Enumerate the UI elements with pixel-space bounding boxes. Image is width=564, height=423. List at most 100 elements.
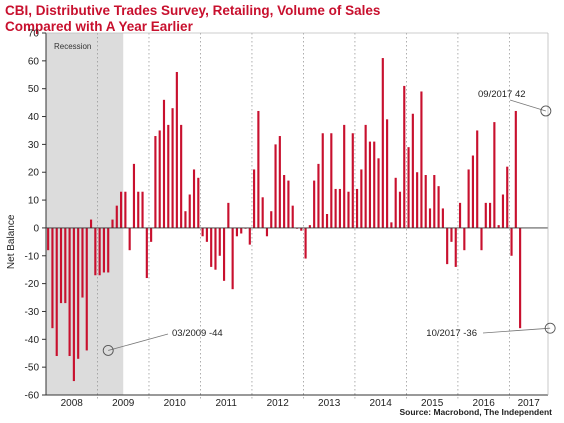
bar	[476, 130, 479, 228]
bar	[373, 141, 376, 228]
bar	[510, 227, 513, 256]
bar	[433, 175, 436, 228]
bar	[454, 227, 457, 267]
bar	[368, 141, 372, 228]
bar	[355, 188, 359, 228]
x-tick-label: 2015	[421, 398, 444, 409]
y-tick-label: 60	[28, 56, 40, 67]
bar	[111, 219, 114, 228]
bar	[201, 227, 204, 237]
bar	[458, 202, 462, 228]
bar	[334, 188, 337, 228]
bar	[403, 85, 406, 228]
x-tick-label: 2010	[164, 398, 187, 409]
bar	[150, 227, 153, 242]
bar	[94, 227, 97, 276]
bar	[480, 227, 483, 251]
bar	[270, 211, 273, 228]
bar	[484, 202, 487, 228]
bar	[180, 124, 183, 228]
bar	[377, 158, 380, 228]
y-axis-title: Net Balance	[6, 214, 17, 269]
bar	[141, 191, 144, 228]
bar	[205, 227, 208, 242]
bar	[338, 188, 341, 228]
recession-label: Recession	[54, 42, 91, 51]
x-tick-label: 2016	[473, 398, 496, 409]
bar	[364, 124, 367, 228]
bar	[59, 227, 63, 304]
bar	[450, 227, 453, 242]
bar	[120, 191, 123, 228]
annotation-marker	[102, 344, 114, 356]
x-tick-label: 2011	[215, 398, 237, 409]
bar	[347, 191, 350, 228]
bar	[214, 227, 217, 270]
bar	[386, 119, 389, 228]
annotation-leader	[482, 327, 551, 334]
bar	[489, 202, 492, 228]
bar	[330, 133, 333, 228]
x-tick-label: 2017	[518, 398, 541, 409]
bar	[463, 227, 466, 251]
y-tick-label: 10	[28, 196, 40, 207]
bar	[360, 169, 363, 228]
bar	[154, 136, 157, 228]
bar	[394, 177, 397, 228]
bar	[351, 133, 354, 228]
bar	[47, 227, 50, 251]
y-tick-label: 40	[28, 112, 40, 123]
bar	[317, 163, 320, 228]
bar	[398, 191, 402, 228]
bar	[265, 227, 269, 237]
annotation-label: 10/2017 -36	[426, 328, 477, 339]
bar	[287, 180, 290, 228]
y-tick-label: -20	[25, 279, 40, 290]
bar	[501, 194, 505, 228]
y-tick-label: 70	[28, 29, 40, 40]
bar	[55, 227, 58, 357]
bar	[325, 214, 329, 228]
bar	[411, 113, 414, 228]
annotation-marker	[540, 105, 552, 117]
bar	[467, 169, 470, 228]
x-tick-label: 2014	[370, 398, 393, 409]
bar	[192, 169, 196, 228]
bar	[128, 227, 131, 251]
y-tick-label: -10	[25, 251, 40, 262]
bar	[171, 108, 174, 228]
source-note: Source: Macrobond, The Independent	[399, 407, 552, 417]
bar	[77, 227, 80, 359]
y-tick-label: -40	[25, 335, 40, 346]
bar	[416, 172, 419, 228]
bar	[446, 227, 449, 265]
bar	[253, 169, 256, 228]
bar	[304, 227, 307, 259]
bar	[313, 180, 316, 228]
bar	[381, 58, 384, 228]
bar	[107, 227, 110, 273]
bar	[428, 208, 432, 228]
bar	[283, 175, 286, 228]
bar	[240, 227, 243, 234]
x-tick-label: 2009	[112, 398, 135, 409]
bar	[51, 227, 54, 329]
y-tick-label: 30	[28, 140, 40, 151]
bar	[98, 227, 101, 276]
bar	[184, 211, 187, 228]
annotation-marker	[544, 322, 556, 334]
bar	[235, 227, 239, 237]
bar	[210, 227, 213, 267]
bar	[308, 225, 311, 228]
bar	[231, 227, 234, 290]
bar	[81, 227, 84, 298]
bar	[124, 191, 127, 228]
bar	[441, 208, 444, 228]
bar	[115, 205, 118, 228]
bar	[162, 99, 166, 228]
bar	[68, 227, 71, 357]
x-tick-label: 2013	[318, 398, 341, 409]
bar	[137, 191, 140, 228]
bar	[424, 175, 427, 228]
